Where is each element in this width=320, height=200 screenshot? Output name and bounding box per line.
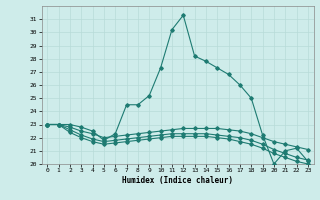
- X-axis label: Humidex (Indice chaleur): Humidex (Indice chaleur): [122, 176, 233, 185]
